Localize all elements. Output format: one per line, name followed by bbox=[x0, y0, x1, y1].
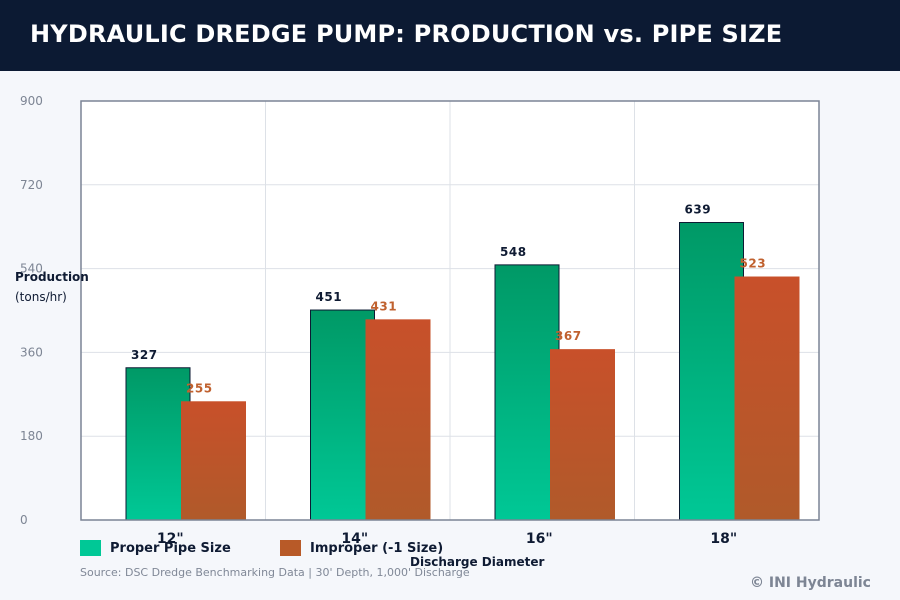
y-tick-label: 360 bbox=[20, 345, 43, 359]
y-tick-label: 540 bbox=[20, 262, 43, 276]
copyright-notice: © INI Hydraulic bbox=[750, 575, 871, 591]
plot-border bbox=[80, 100, 820, 521]
data-label-proper: 548 bbox=[500, 245, 527, 259]
legend-item-improper: Improper (-1 Size) bbox=[280, 540, 443, 556]
x-tick-label: 12" bbox=[157, 531, 184, 547]
x-tick-label: 14" bbox=[341, 531, 368, 547]
bar-improper bbox=[734, 276, 800, 520]
y-axis-title: Production bbox=[15, 270, 89, 284]
y-tick-label: 900 bbox=[20, 94, 43, 108]
y-tick-label: 180 bbox=[20, 429, 43, 443]
legend-item-proper: Proper Pipe Size bbox=[80, 540, 231, 556]
bar-improper bbox=[181, 401, 246, 520]
data-label-improper: 431 bbox=[371, 299, 398, 313]
data-label-proper: 451 bbox=[316, 290, 343, 304]
bar-improper bbox=[550, 349, 615, 520]
x-tick-label: 16" bbox=[526, 531, 553, 547]
legend-label-improper: Improper (-1 Size) bbox=[310, 540, 444, 556]
bar-proper bbox=[494, 264, 560, 521]
bar-proper bbox=[679, 222, 744, 521]
header-bar: HYDRAULIC DREDGE PUMP: PRODUCTION vs. PI… bbox=[0, 0, 900, 71]
data-label-proper: 327 bbox=[131, 348, 158, 362]
y-tick-label: 720 bbox=[20, 178, 43, 192]
x-axis-title: Discharge Diameter bbox=[410, 555, 545, 569]
data-label-improper: 367 bbox=[555, 329, 582, 343]
data-label-improper: 255 bbox=[186, 381, 213, 395]
y-tick-label: 0 bbox=[20, 513, 28, 527]
y-axis-unit: (tons/hr) bbox=[15, 290, 67, 304]
legend-swatch-proper bbox=[80, 540, 101, 556]
x-tick-label: 18" bbox=[710, 531, 737, 547]
page-title: HYDRAULIC DREDGE PUMP: PRODUCTION vs. PI… bbox=[30, 20, 783, 48]
bar-improper bbox=[365, 319, 431, 520]
legend-label-proper: Proper Pipe Size bbox=[110, 540, 231, 556]
bar-proper bbox=[310, 309, 375, 521]
bar-proper bbox=[125, 367, 191, 521]
legend-swatch-improper bbox=[280, 540, 301, 556]
source-note: Source: DSC Dredge Benchmarking Data | 3… bbox=[80, 566, 470, 579]
data-label-improper: 523 bbox=[740, 257, 767, 271]
data-label-proper: 639 bbox=[685, 203, 712, 217]
